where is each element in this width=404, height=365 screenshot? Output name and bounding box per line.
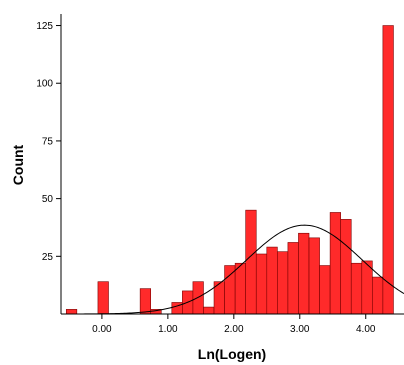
histogram-bar-0 [65, 309, 78, 315]
y-tick-label-1: 50 [42, 194, 54, 205]
x-tick-label-3: 3.00 [290, 324, 310, 335]
histogram-bar-14 [277, 251, 289, 315]
x-tick-label-4: 4.00 [356, 324, 376, 335]
histogram-bar-24 [382, 25, 394, 315]
histogram-bar-13 [266, 246, 278, 315]
histogram-bar-7 [203, 306, 215, 315]
histogram-bar-1 [97, 281, 109, 315]
x-ticks-group: 0.00 1.00 2.00 3.00 4.00 [92, 314, 376, 335]
y-tick-label-2: 75 [42, 136, 54, 147]
histogram-bar-23 [372, 276, 384, 315]
normal-curve [60, 224, 404, 315]
histogram-bar-18 [319, 265, 331, 315]
axes-group [60, 14, 404, 315]
histogram-bar-9 [224, 265, 236, 315]
y-tick-label-3: 100 [36, 79, 53, 90]
histogram-bar-2 [139, 288, 151, 315]
y-tick-label-0: 25 [42, 252, 54, 263]
x-tick-label-1: 1.00 [158, 324, 178, 335]
x-axis-title: Ln(Logen) [198, 346, 266, 362]
x-tick-label-0: 0.00 [92, 324, 112, 335]
histogram-bar-4 [171, 302, 183, 315]
histogram-bar-17 [308, 237, 320, 315]
y-axis-title: Count [10, 144, 26, 185]
y-tick-label-4: 125 [36, 21, 53, 32]
y-ticks-group: 25 50 75 100 125 [36, 21, 61, 263]
histogram-bar-22 [361, 260, 373, 315]
histogram-bar-10 [234, 262, 246, 315]
histogram-bar-11 [245, 209, 257, 315]
histogram-bar-19 [329, 212, 341, 315]
x-tick-label-2: 2.00 [224, 324, 244, 335]
bars-group [65, 25, 394, 315]
histogram-bar-15 [287, 242, 299, 315]
histogram-bar-16 [298, 232, 310, 315]
histogram-bar-21 [350, 262, 363, 315]
histogram-bar-12 [255, 253, 268, 315]
histogram-bar-20 [340, 219, 352, 315]
